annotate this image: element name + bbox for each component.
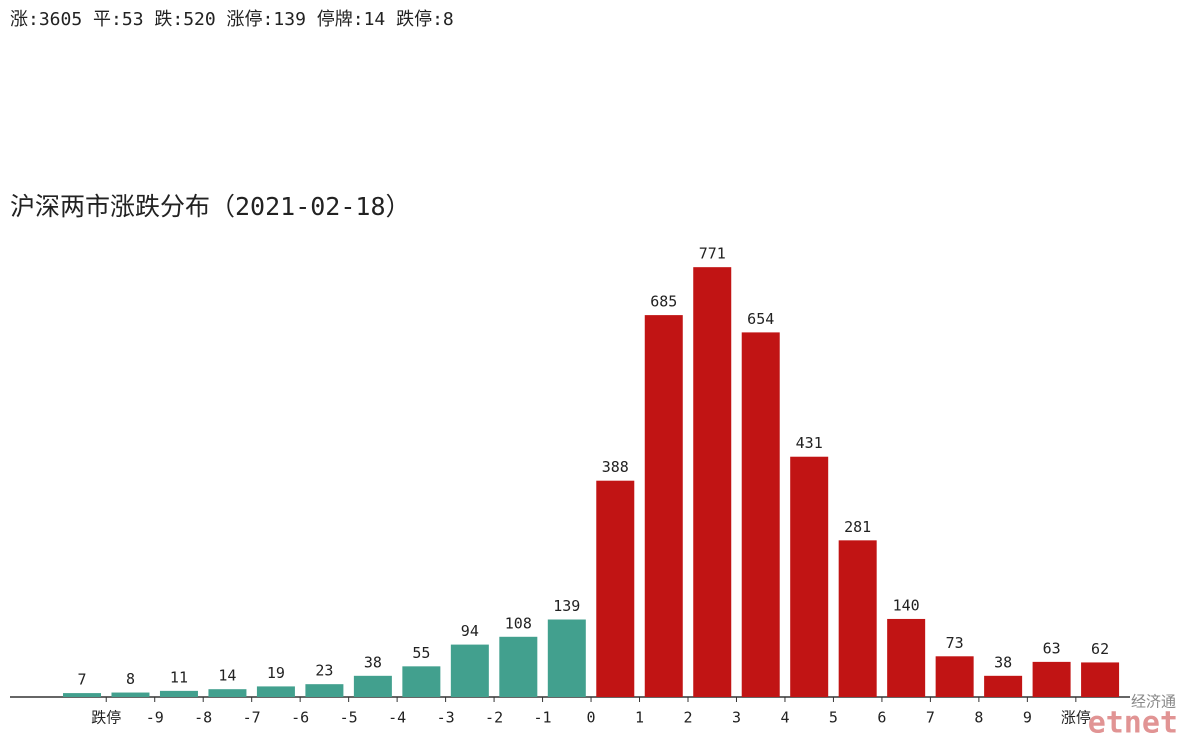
watermark: etnet (1088, 706, 1178, 737)
data-label: 7 (77, 671, 86, 689)
x-tick-label: -3 (437, 709, 455, 727)
bar (1032, 661, 1071, 697)
x-tick-label: -8 (194, 709, 212, 727)
data-label: 8 (126, 670, 135, 688)
x-tick-label: 涨停 (1061, 709, 1091, 727)
x-tick-label: 5 (829, 709, 838, 727)
chart-title: 沪深两市涨跌分布（2021-02-18） (10, 192, 411, 221)
bar (887, 618, 926, 697)
bar (208, 689, 247, 697)
x-tick-label: 跌停 (91, 709, 121, 727)
x-tick-label: 3 (732, 709, 741, 727)
data-label: 140 (893, 596, 920, 614)
bar (450, 644, 489, 697)
data-label: 685 (650, 293, 677, 311)
x-tick-label: 1 (635, 709, 644, 727)
data-label: 63 (1043, 639, 1061, 657)
bar (402, 666, 441, 697)
x-tick-label: 6 (877, 709, 886, 727)
x-tick-label: 9 (1023, 709, 1032, 727)
data-label: 11 (170, 668, 188, 686)
data-label: 281 (844, 518, 871, 536)
x-tick-label: -2 (485, 709, 503, 727)
bar (693, 267, 732, 697)
bar (1081, 662, 1120, 697)
data-label: 654 (747, 310, 774, 328)
x-tick-label: 2 (683, 709, 692, 727)
bar (499, 636, 538, 697)
watermark: 经济通 (1131, 693, 1176, 711)
bar (547, 619, 586, 697)
data-label: 55 (412, 644, 430, 662)
bar (984, 675, 1023, 697)
data-label: 14 (218, 667, 236, 685)
bar (790, 456, 829, 697)
x-tick-label: -9 (146, 709, 164, 727)
data-label: 62 (1091, 640, 1109, 658)
x-tick-label: 4 (780, 709, 789, 727)
bar (63, 693, 101, 697)
data-label: 771 (699, 245, 726, 263)
data-label: 108 (505, 614, 532, 632)
data-label: 19 (267, 664, 285, 682)
x-tick-label: -6 (291, 709, 309, 727)
header: 涨:3605 平:53 跌:520 涨停:139 停牌:14 跌停:8 (10, 9, 454, 30)
bar (596, 480, 635, 697)
bar (305, 684, 344, 697)
x-tick-label: -5 (340, 709, 358, 727)
bar (935, 656, 974, 697)
data-label: 38 (364, 653, 382, 671)
bar (741, 332, 780, 697)
data-label: 38 (994, 653, 1012, 671)
bar (256, 686, 295, 697)
x-tick-label: 7 (926, 709, 935, 727)
bar (838, 540, 877, 697)
bar (644, 315, 683, 697)
x-tick-label: -7 (243, 709, 261, 727)
x-tick-label: -4 (388, 709, 406, 727)
data-label: 94 (461, 622, 479, 640)
bar (159, 690, 198, 697)
bar (111, 692, 150, 697)
data-label: 73 (946, 634, 964, 652)
x-tick-label: 0 (587, 709, 596, 727)
data-label: 431 (796, 434, 823, 452)
bar (353, 675, 392, 697)
data-label: 23 (315, 662, 333, 680)
x-tick-label: -1 (534, 709, 552, 727)
data-label: 139 (553, 597, 580, 615)
data-label: 388 (602, 458, 629, 476)
x-tick-label: 8 (974, 709, 983, 727)
